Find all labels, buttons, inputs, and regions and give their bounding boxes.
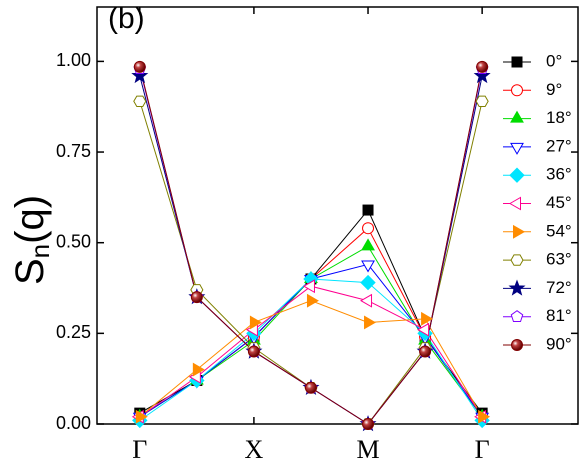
marker [478,409,491,424]
marker [362,204,374,216]
marker [133,60,146,73]
marker [361,260,375,273]
legend-marker [510,310,524,323]
series-line [139,75,483,425]
legend-label: 36° [546,165,572,184]
legend-label: 81° [546,306,572,325]
x-tick-label: M [356,435,379,464]
y-tick-label: 0.50 [56,231,91,251]
legend-label: 9° [546,80,562,99]
marker [360,293,373,308]
series-line [139,68,483,425]
y-tick-label: 0.75 [56,141,91,161]
legend-marker [508,196,521,211]
marker [475,95,489,107]
marker [135,409,148,424]
legend-label: 45° [546,193,572,212]
y-label-base: S [8,258,52,285]
legend-marker [511,84,523,97]
marker [362,418,375,430]
legend-marker [509,167,525,183]
marker [476,60,489,73]
x-tick-label: Γ [475,435,490,464]
legend-label: 54° [546,221,572,240]
legend-marker [511,56,523,68]
marker [417,322,430,337]
marker [361,238,375,251]
marker [473,66,491,84]
legend-marker [508,279,526,296]
marker [247,345,260,358]
legend-marker [510,142,524,155]
marker [249,315,262,330]
y-axis-label: Sn(q) [8,195,55,285]
marker [362,222,375,235]
legend-label: 72° [546,278,572,297]
marker [360,274,376,291]
marker [192,362,205,377]
legend-label: 90° [546,334,572,353]
legend-marker [513,224,526,239]
legend-label: 18° [546,108,572,127]
marker [190,291,203,304]
legend-label: 0° [546,51,562,70]
legend-marker [511,339,523,351]
x-tick-label: X [245,435,264,464]
plot-frame [96,6,579,425]
y-label-rest: (q) [8,195,52,244]
y-tick-label: 0.25 [56,322,91,342]
marker [421,311,434,326]
marker [364,315,377,330]
legend-label: 27° [546,136,572,155]
y-tick-label: 1.00 [56,50,91,70]
legend-label: 63° [546,250,572,269]
series-line [139,66,483,425]
marker [304,381,317,394]
legend-marker [510,254,524,266]
marker [306,293,319,308]
marker [131,66,149,84]
marker [302,279,315,294]
marker [133,95,147,107]
legend-marker [510,110,524,123]
y-label-subscript: n [25,244,55,258]
marker [419,345,432,358]
y-tick-label: 0.00 [56,413,91,433]
x-tick-label: Γ [132,435,147,464]
